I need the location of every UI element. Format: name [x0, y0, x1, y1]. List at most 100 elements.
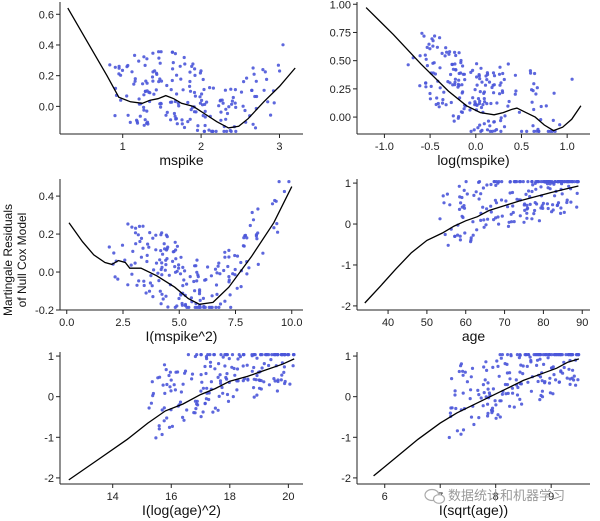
scatter-point — [292, 353, 296, 357]
scatter-point — [280, 373, 284, 377]
scatter-point — [551, 392, 555, 396]
scatter-point — [497, 222, 501, 226]
scatter-point — [236, 357, 240, 361]
scatter-point — [149, 274, 153, 278]
x-axis-label: age — [462, 328, 486, 344]
scatter-point — [514, 89, 518, 93]
scatter-point — [477, 180, 482, 184]
y-tick-label: 0.4 — [39, 191, 54, 203]
scatter-point — [532, 212, 536, 216]
scatter-point — [134, 226, 138, 230]
scatter-point — [172, 111, 176, 116]
scatter-point — [506, 104, 510, 108]
scatter-point — [160, 292, 164, 296]
scatter-point — [188, 84, 192, 88]
scatter-point — [144, 291, 148, 295]
scatter-point — [541, 353, 545, 357]
scatter-point — [525, 364, 529, 368]
scatter-points — [107, 180, 291, 309]
scatter-point — [158, 258, 162, 262]
scatter-point — [486, 414, 490, 418]
scatter-point — [190, 372, 195, 376]
scatter-point — [428, 97, 432, 101]
scatter-point — [512, 220, 516, 224]
scatter-point — [475, 75, 479, 79]
scatter-point — [159, 302, 163, 306]
scatter-point — [469, 129, 473, 133]
scatter-point — [456, 116, 460, 120]
scatter-point — [203, 102, 207, 106]
scatter-point — [203, 401, 207, 405]
scatter-point — [477, 416, 481, 420]
scatter-point — [441, 98, 445, 102]
scatter-point — [442, 201, 446, 205]
scatter-point — [229, 305, 233, 309]
scatter-point — [234, 129, 238, 133]
scatter-point — [486, 217, 490, 221]
scatter-point — [516, 385, 520, 390]
scatter-point — [183, 62, 187, 66]
scatter-point — [162, 242, 166, 246]
x-axis-label: I(mspike^2) — [146, 328, 218, 344]
scatter-point — [490, 85, 494, 90]
scatter-point — [250, 353, 254, 357]
scatter-point — [548, 391, 553, 395]
scatter-point — [177, 266, 181, 270]
scatter-point — [529, 389, 534, 393]
scatter-point — [162, 406, 166, 410]
scatter-point — [440, 101, 445, 105]
scatter-point — [478, 99, 482, 103]
scatter-point — [230, 99, 234, 103]
scatter-point — [256, 231, 260, 235]
scatter-point — [215, 292, 219, 296]
scatter-point — [443, 232, 447, 237]
scatter-point — [511, 204, 515, 208]
x-tick-label: 2 — [198, 141, 204, 153]
scatter-point — [223, 250, 227, 254]
scatter-point — [219, 110, 223, 114]
scatter-point — [218, 373, 222, 377]
smooth-line — [364, 185, 579, 304]
scatter-point — [219, 353, 223, 357]
scatter-point — [459, 61, 463, 65]
scatter-point — [508, 404, 512, 408]
scatter-point — [287, 353, 291, 357]
scatter-point — [117, 72, 121, 76]
scatter-point — [506, 353, 510, 357]
y-tick-label: -1 — [341, 260, 351, 272]
scatter-point — [208, 353, 212, 357]
scatter-point — [281, 43, 285, 47]
scatter-point — [459, 201, 463, 205]
scatter-point — [203, 364, 207, 369]
x-tick-label: 60 — [460, 317, 472, 329]
scatter-point — [454, 406, 458, 411]
y-tick-label: 1 — [345, 351, 351, 363]
scatter-point — [255, 393, 259, 397]
scatter-point — [242, 236, 246, 240]
scatter-point — [154, 71, 159, 75]
scatter-point — [198, 289, 202, 294]
scatter-point — [175, 244, 179, 248]
scatter-point — [545, 202, 550, 206]
scatter-point — [233, 267, 237, 272]
scatter-point — [437, 105, 441, 109]
scatter-point — [143, 63, 147, 67]
scatter-point — [481, 103, 485, 107]
scatter-point — [525, 211, 529, 215]
y-tick-label: 0.2 — [39, 71, 54, 83]
scatter-point — [500, 353, 504, 357]
scatter-point — [160, 408, 164, 412]
scatter-point — [126, 283, 130, 287]
scatter-point — [287, 180, 291, 184]
scatter-point — [225, 129, 229, 133]
scatter-point — [497, 72, 502, 76]
scatter-point — [185, 408, 189, 412]
scatter-point — [262, 362, 266, 366]
scatter-point — [232, 366, 236, 371]
scatter-point — [255, 373, 259, 378]
x-tick-label: 1 — [120, 141, 126, 153]
scatter-point — [553, 180, 557, 184]
scatter-point — [209, 274, 213, 278]
scatter-point — [442, 90, 446, 94]
scatter-point — [481, 404, 485, 408]
